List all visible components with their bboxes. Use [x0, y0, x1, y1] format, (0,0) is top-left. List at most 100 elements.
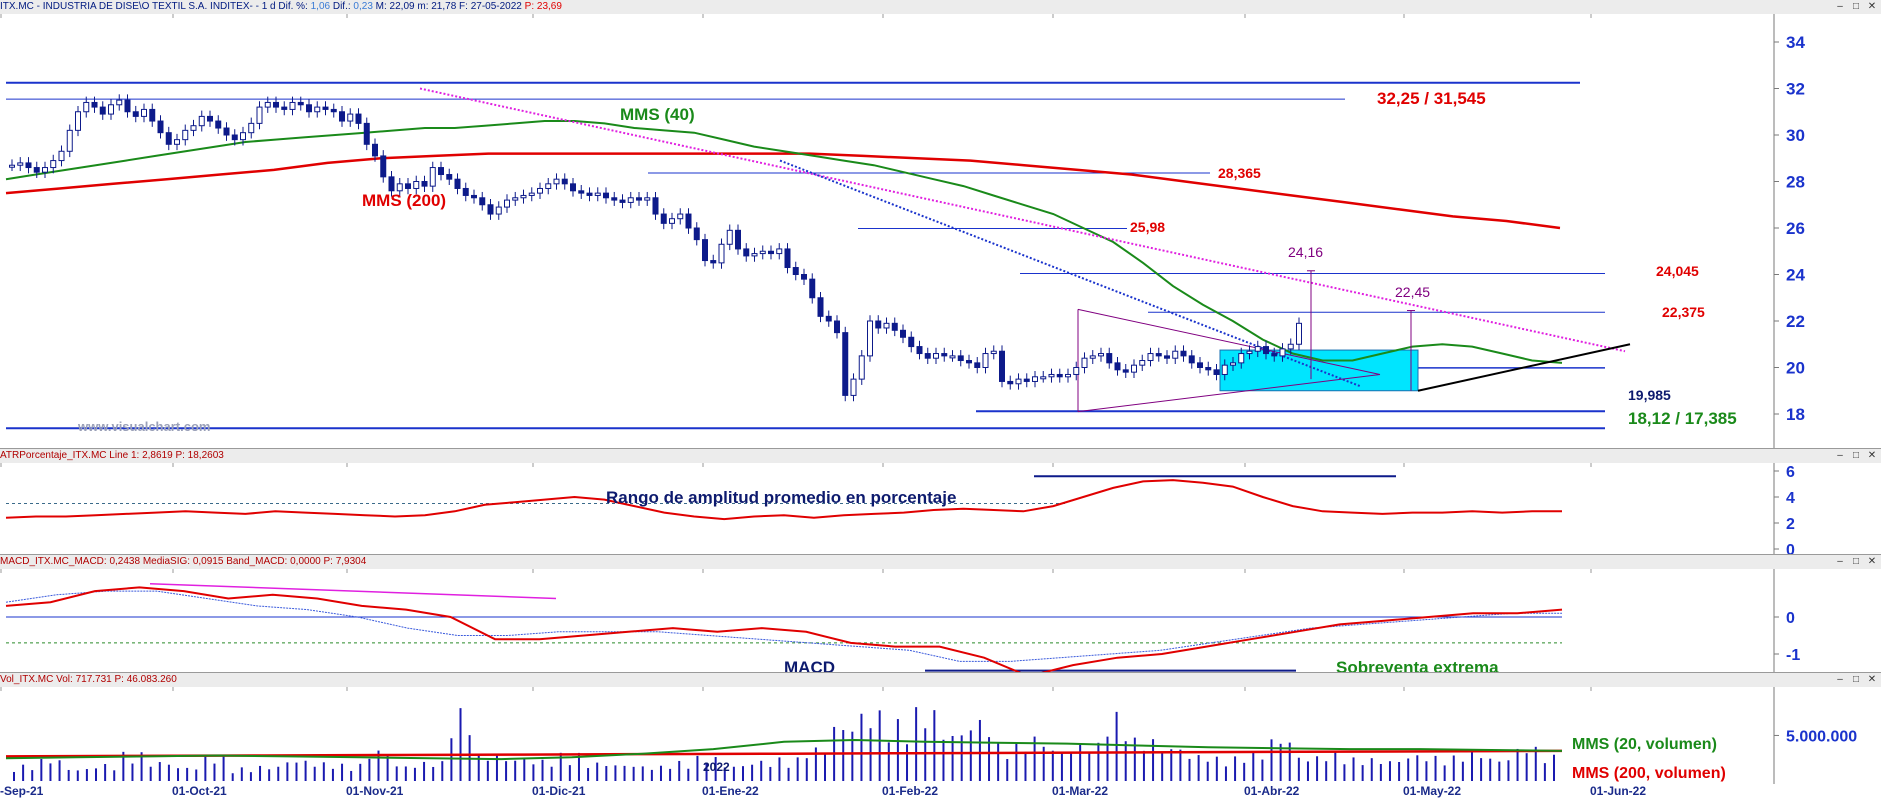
- candle-body: [520, 194, 527, 199]
- x-tick-label: 01-Mar-22: [1052, 784, 1109, 798]
- y-tick-label: 28: [1786, 173, 1805, 192]
- close-icon[interactable]: ✕: [1867, 556, 1877, 567]
- candle-body: [982, 353, 989, 368]
- minimize-icon[interactable]: –: [1837, 1, 1843, 12]
- candle-body: [644, 197, 651, 201]
- candle-body: [504, 199, 510, 208]
- candle-body: [17, 162, 24, 166]
- candle-body: [248, 122, 255, 134]
- atr-window-buttons: – □ ✕: [1835, 450, 1877, 462]
- volume-pane-header: Vol_ITX.MC Vol: 717.731 P: 46.083.260 – □…: [0, 673, 1881, 687]
- candle-body: [570, 183, 576, 192]
- maximize-icon[interactable]: □: [1852, 556, 1860, 567]
- price-chart: 34 32 30 28 26 24 22 20 18 MMS (40) MMS (200) 32,25…: [0, 14, 1805, 448]
- resistance-label-1: 32,25 / 31,545: [1377, 89, 1486, 108]
- candle-body: [941, 353, 948, 357]
- candle-body: [974, 362, 981, 369]
- maximize-icon[interactable]: □: [1852, 674, 1860, 685]
- price-pane: ITX.MC - INDUSTRIA DE DISE\O TEXTIL S.A.…: [0, 0, 1881, 448]
- peak-label-2: 22,45: [1395, 284, 1430, 300]
- y-tick-label: 4: [1786, 490, 1795, 507]
- close-icon[interactable]: ✕: [1867, 1, 1877, 12]
- mms40-line: [5, 120, 1563, 364]
- y-tick-label: 5.000.000: [1786, 728, 1857, 745]
- candle-body: [1106, 353, 1113, 364]
- candle-body: [776, 248, 783, 255]
- x-tick-label: 01-Abr-22: [1244, 784, 1300, 798]
- candle-body: [858, 355, 865, 380]
- candle-body: [1081, 357, 1088, 369]
- x-tick-label: 01-Ene-22: [702, 784, 759, 798]
- candle-body: [908, 336, 915, 348]
- candle-body: [891, 322, 898, 331]
- candle-body: [817, 297, 824, 317]
- resistance-label-4: 24,045: [1656, 263, 1699, 279]
- y-tick-label: 26: [1786, 219, 1805, 238]
- close-icon[interactable]: ✕: [1867, 674, 1877, 685]
- candle-body: [677, 213, 684, 220]
- minimize-icon[interactable]: –: [1837, 674, 1843, 685]
- candle-body: [611, 197, 618, 201]
- candle-body: [603, 192, 609, 199]
- dif-label: Dif.:: [330, 1, 354, 12]
- y-tick-label: 18: [1786, 405, 1805, 424]
- candle-body: [479, 197, 486, 206]
- x-tick-label: 01-Oct-21: [172, 784, 227, 798]
- candle-body: [454, 178, 461, 189]
- candle-body: [768, 250, 774, 255]
- candle-body: [1254, 346, 1261, 352]
- candle-body: [50, 160, 57, 169]
- candle-body: [627, 197, 634, 203]
- close-icon[interactable]: ✕: [1867, 450, 1877, 461]
- candle-body: [916, 346, 923, 355]
- candle-body: [190, 125, 197, 131]
- candle-body: [223, 127, 230, 136]
- candle-body: [388, 176, 395, 192]
- candle-body: [1197, 362, 1203, 369]
- x-axis: -Sep-21 01-Oct-21 01-Nov-21 01-Dic-21 01-Ene…: [0, 783, 1881, 799]
- support-label-1: 19,985: [1628, 387, 1671, 403]
- y-tick-label: 2: [1786, 516, 1795, 533]
- candle-body: [396, 183, 403, 192]
- candle-body: [924, 353, 931, 359]
- minimize-icon[interactable]: –: [1837, 556, 1843, 567]
- candle-body: [594, 192, 601, 196]
- dif-value: 0,23: [353, 1, 373, 12]
- candle-body: [957, 355, 964, 362]
- macd-pane: MACD_ITX.MC_MACD: 0,2438 MediaSIG: 0,091…: [0, 554, 1881, 673]
- candle-body: [1023, 378, 1030, 382]
- candle-body: [685, 213, 692, 229]
- volume-legend-200: MMS (200, volumen): [1572, 765, 1726, 782]
- x-tick-label: 01-Jun-22: [1590, 784, 1647, 798]
- volume-header-text: Vol_ITX.MC Vol: 717.731 P: 46.083.260: [0, 674, 177, 685]
- candle-body: [372, 143, 378, 157]
- candle-body: [900, 329, 906, 338]
- candle-body: [561, 178, 568, 185]
- maximize-icon[interactable]: □: [1852, 1, 1860, 12]
- dif-pct-value: 1,06: [310, 1, 331, 12]
- candle-body: [578, 190, 585, 194]
- candle-body: [116, 99, 123, 106]
- candle-body: [966, 360, 972, 364]
- y-tick-label: 0: [1786, 610, 1795, 627]
- candle-body: [1164, 355, 1170, 359]
- candle-body: [405, 183, 411, 189]
- resistance-label-3: 25,98: [1130, 219, 1165, 235]
- maximize-icon[interactable]: □: [1852, 450, 1860, 461]
- candle-body: [933, 353, 939, 359]
- candle-body: [33, 167, 40, 173]
- candle-body: [801, 274, 807, 280]
- mms200-line: [5, 152, 1561, 230]
- candle-body: [1015, 378, 1022, 385]
- candle-body: [363, 122, 370, 145]
- watermark: www.visualchart.com: [77, 419, 210, 434]
- candle-body: [1065, 373, 1071, 378]
- candle-body: [141, 108, 147, 117]
- candle-body: [256, 106, 263, 124]
- volume-window-buttons: – □ ✕: [1835, 674, 1877, 686]
- candle-body: [25, 162, 32, 169]
- candle-body: [289, 101, 296, 110]
- candle-body: [495, 206, 502, 215]
- minimize-icon[interactable]: –: [1837, 450, 1843, 461]
- candle-body: [1213, 369, 1220, 375]
